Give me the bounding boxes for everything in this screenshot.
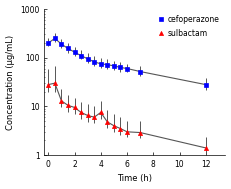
sulbactam: [204, 147, 207, 149]
sulbactam: [80, 111, 82, 114]
sulbactam: [86, 114, 89, 117]
cefoperazone: [53, 37, 56, 40]
cefoperazone: [93, 61, 96, 63]
sulbactam: [53, 82, 56, 84]
cefoperazone: [73, 51, 76, 53]
sulbactam: [119, 127, 122, 130]
cefoperazone: [67, 47, 69, 50]
sulbactam: [106, 121, 109, 123]
Line: cefoperazone: cefoperazone: [46, 36, 208, 87]
cefoperazone: [60, 43, 63, 45]
cefoperazone: [139, 70, 142, 73]
cefoperazone: [80, 55, 82, 57]
cefoperazone: [119, 66, 122, 69]
sulbactam: [99, 111, 102, 114]
sulbactam: [139, 131, 142, 134]
sulbactam: [47, 84, 50, 86]
Legend: cefoperazone, sulbactam: cefoperazone, sulbactam: [154, 13, 222, 40]
sulbactam: [93, 116, 96, 118]
sulbactam: [60, 100, 63, 102]
cefoperazone: [204, 84, 207, 86]
cefoperazone: [47, 42, 50, 44]
Line: sulbactam: sulbactam: [46, 81, 208, 150]
sulbactam: [67, 104, 69, 106]
cefoperazone: [99, 63, 102, 65]
cefoperazone: [106, 64, 109, 66]
cefoperazone: [126, 67, 128, 70]
sulbactam: [126, 131, 128, 133]
sulbactam: [73, 106, 76, 109]
cefoperazone: [112, 65, 115, 67]
sulbactam: [112, 125, 115, 127]
X-axis label: Time (h): Time (h): [117, 174, 152, 184]
Y-axis label: Concentration (μg/mL): Concentration (μg/mL): [6, 34, 15, 130]
cefoperazone: [86, 58, 89, 60]
